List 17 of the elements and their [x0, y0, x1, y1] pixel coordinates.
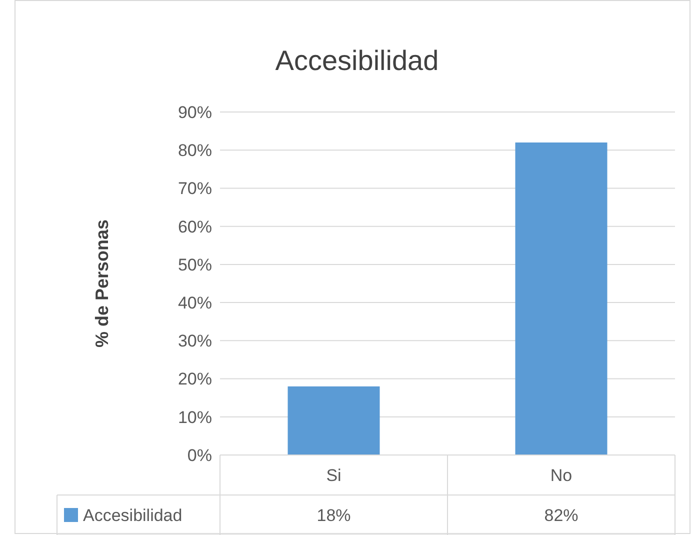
x-tick-label: Si — [326, 466, 342, 485]
legend-label: Accesibilidad — [83, 506, 182, 525]
y-tick-label: 80% — [178, 141, 212, 160]
y-tick-label: 10% — [178, 408, 212, 427]
text: 18% — [316, 506, 351, 525]
y-tick-label: 50% — [178, 255, 212, 274]
text: 82% — [544, 506, 578, 525]
y-tick-label: 90% — [178, 102, 212, 122]
y-tick-label: 20% — [178, 370, 212, 389]
y-tick-label: 30% — [178, 332, 212, 351]
y-tick-label: 0% — [187, 446, 212, 465]
y-tick-label: 40% — [178, 294, 212, 313]
y-axis-title: % de Personas — [92, 219, 112, 348]
y-tick-label: 60% — [178, 217, 212, 236]
x-tick-label: No — [550, 466, 572, 485]
y-tick-label: 70% — [178, 179, 212, 198]
chart-title: Accesibilidad — [275, 45, 439, 76]
